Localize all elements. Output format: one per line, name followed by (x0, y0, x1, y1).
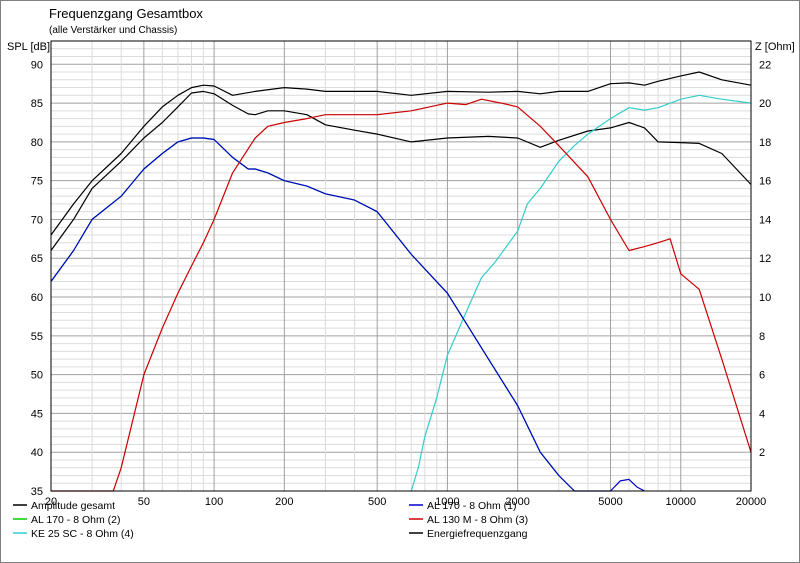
legend-label: Energiefrequenzgang (427, 528, 528, 540)
y-axis-left-label: SPL [dB] (7, 41, 50, 53)
y-left-tick-label: 55 (31, 331, 43, 343)
y-left-tick-label: 75 (31, 176, 43, 188)
y-axis-right-label: Z [Ohm] (755, 41, 795, 53)
y-right-tick-label: 12 (759, 253, 771, 265)
y-right-tick-label: 22 (759, 59, 771, 71)
series-line (51, 91, 751, 250)
x-tick-label: 100 (205, 496, 223, 508)
y-left-tick-label: 35 (31, 486, 43, 498)
x-tick-label: 50 (138, 496, 150, 508)
y-right-tick-label: 20 (759, 98, 771, 110)
y-left-tick-label: 50 (31, 370, 43, 382)
x-tick-label: 10000 (665, 496, 696, 508)
chart-subtitle: (alle Verstärker und Chassis) (49, 25, 177, 36)
legend-label: Amplitude gesamt (31, 500, 115, 512)
y-right-tick-label: 8 (759, 331, 765, 343)
series-line (51, 99, 751, 491)
series-line (51, 138, 645, 491)
legend-label: AL 170 - 8 Ohm (1) (427, 500, 516, 512)
y-right-tick-label: 2 (759, 447, 765, 459)
legend-label: AL 170 - 8 Ohm (2) (31, 514, 120, 526)
x-tick-label: 5000 (598, 496, 622, 508)
legend-label: KE 25 SC - 8 Ohm (4) (31, 528, 134, 540)
y-left-tick-label: 65 (31, 253, 43, 265)
x-tick-label: 20000 (736, 496, 767, 508)
legend: Amplitude gesamt AL 170 - 8 Ohm (2) KE 25 … (13, 500, 528, 540)
y-right-tick-label: 6 (759, 370, 765, 382)
grid-lines (51, 41, 751, 491)
y-left-tick-label: 80 (31, 137, 43, 149)
y-right-tick-label: 16 (759, 176, 771, 188)
legend-label: AL 130 M - 8 Ohm (3) (427, 514, 528, 526)
series-line (51, 138, 574, 491)
y-left-tick-label: 85 (31, 98, 43, 110)
y-left-tick-label: 45 (31, 408, 43, 420)
y-left-tick-label: 40 (31, 447, 43, 459)
x-tick-label: 500 (368, 496, 386, 508)
y-right-tick-label: 4 (759, 408, 765, 420)
y-right-tick-label: 18 (759, 137, 771, 149)
y-left-tick-label: 90 (31, 59, 43, 71)
y-left-tick-label: 60 (31, 292, 43, 304)
series-line (51, 72, 751, 235)
y-left-tick-label: 70 (31, 214, 43, 226)
x-tick-label: 200 (275, 496, 293, 508)
chart-title: Frequenzgang Gesamtbox (49, 6, 203, 21)
y-right-tick-label: 14 (759, 214, 771, 226)
y-right-tick-label: 10 (759, 292, 771, 304)
